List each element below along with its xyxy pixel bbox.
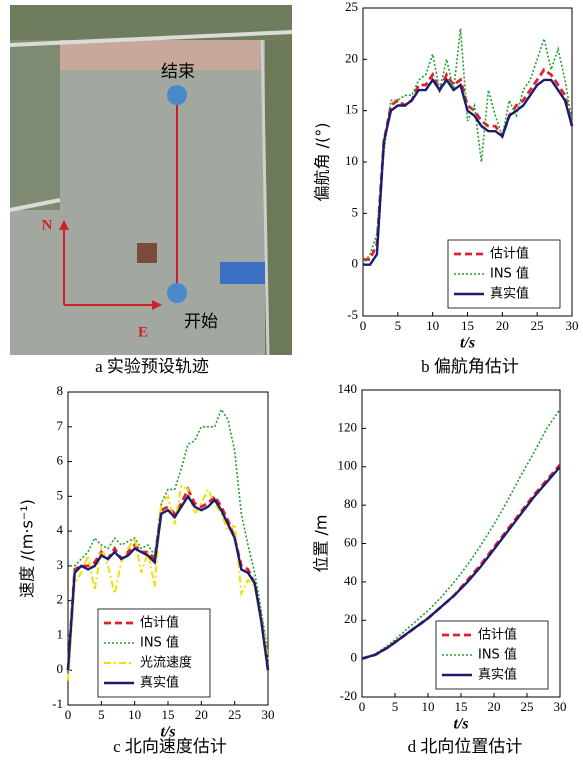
x-tick-label: 5 (98, 707, 105, 722)
x-tick-label: 20 (496, 318, 509, 333)
start-label: 开始 (184, 312, 218, 332)
x-tick-label: 20 (488, 699, 501, 714)
caption: d 北向位置估计 (408, 737, 523, 756)
y-tick-label: 20 (345, 50, 358, 65)
y-tick-label: 10 (345, 153, 358, 168)
x-axis-label: t/s (460, 335, 475, 352)
page: 结束 开始 N E a 实验预设轨迹 051015202530-50510152… (0, 0, 583, 762)
building (137, 243, 157, 263)
legend-label: INS 值 (140, 635, 179, 651)
x-tick-label: 25 (531, 318, 544, 333)
y-tick-label: 140 (338, 381, 358, 396)
x-tick-label: 10 (426, 318, 439, 333)
y-axis-label: 速度 /(m·s⁻¹) (18, 499, 37, 598)
x-tick-label: 20 (195, 707, 208, 722)
legend-label: 估计值 (478, 627, 517, 643)
x-tick-label: 25 (521, 699, 534, 714)
y-tick-label: 0 (352, 256, 359, 271)
x-tick-label: 15 (455, 699, 468, 714)
legend-label: 真实值 (140, 675, 179, 691)
x-tick-label: 10 (128, 707, 141, 722)
y-tick-label: 5 (352, 204, 359, 219)
y-tick-label: 8 (57, 383, 64, 398)
y-tick-label: 4 (57, 522, 64, 537)
x-tick-label: 15 (461, 318, 474, 333)
y-tick-label: 100 (338, 458, 358, 473)
legend-label: 真实值 (478, 667, 517, 683)
legend-label: 光流速度 (140, 655, 192, 671)
x-tick-label: 30 (554, 699, 567, 714)
y-tick-label: 7 (57, 418, 64, 433)
legend-label: INS 值 (490, 266, 529, 282)
y-tick-label: 2 (57, 592, 64, 607)
y-tick-label: 6 (57, 453, 64, 468)
x-tick-label: 30 (262, 707, 275, 722)
east-label: E (138, 324, 148, 340)
x-tick-label: 30 (566, 318, 579, 333)
x-tick-label: 0 (65, 707, 72, 722)
x-tick-label: 15 (162, 707, 175, 722)
y-tick-label: 5 (57, 487, 64, 502)
legend-label: 估计值 (490, 246, 529, 262)
y-tick-label: 3 (57, 557, 64, 572)
image-panel: 结束 开始 N E a 实验预设轨迹 (10, 5, 292, 376)
y-tick-label: 25 (345, 0, 358, 14)
y-tick-label: 120 (338, 419, 358, 434)
y-tick-label: 0 (57, 661, 64, 676)
y-tick-label: -1 (52, 696, 63, 711)
caption: c 北向速度估计 (113, 737, 227, 756)
caption: b 偏航角估计 (421, 357, 519, 376)
x-tick-label: 0 (360, 318, 367, 333)
y-tick-label: 15 (345, 102, 358, 117)
x-tick-label: 10 (422, 699, 435, 714)
figure: 结束 开始 N E a 实验预设轨迹 051015202530-50510152… (0, 0, 583, 762)
aerial-right (265, 40, 292, 355)
legend-label: INS 值 (478, 647, 517, 663)
y-tick-label: 60 (344, 534, 357, 549)
y-tick-label: -5 (347, 307, 358, 322)
start-point (167, 283, 187, 303)
x-axis-label: t/s (453, 716, 468, 733)
y-tick-label: 80 (344, 496, 357, 511)
legend-label: 真实值 (490, 286, 529, 302)
x-tick-label: 5 (392, 699, 399, 714)
building (220, 262, 265, 284)
y-tick-label: -20 (340, 688, 357, 703)
caption: a 实验预设轨迹 (95, 357, 209, 376)
y-tick-label: 0 (351, 650, 358, 665)
north-label: N (42, 217, 53, 233)
legend-label: 估计值 (140, 615, 179, 631)
y-axis-label: 偏航角 /(°) (313, 123, 332, 202)
y-tick-label: 40 (344, 573, 357, 588)
y-tick-label: 1 (57, 626, 64, 641)
end-label: 结束 (161, 62, 195, 82)
end-point (167, 85, 187, 105)
x-tick-label: 0 (359, 699, 366, 714)
y-tick-label: 20 (344, 611, 357, 626)
x-tick-label: 5 (395, 318, 402, 333)
x-tick-label: 25 (228, 707, 241, 722)
aerial-left (10, 40, 60, 210)
aerial-plaza (60, 40, 260, 70)
y-axis-label: 位置 /m (312, 514, 331, 572)
